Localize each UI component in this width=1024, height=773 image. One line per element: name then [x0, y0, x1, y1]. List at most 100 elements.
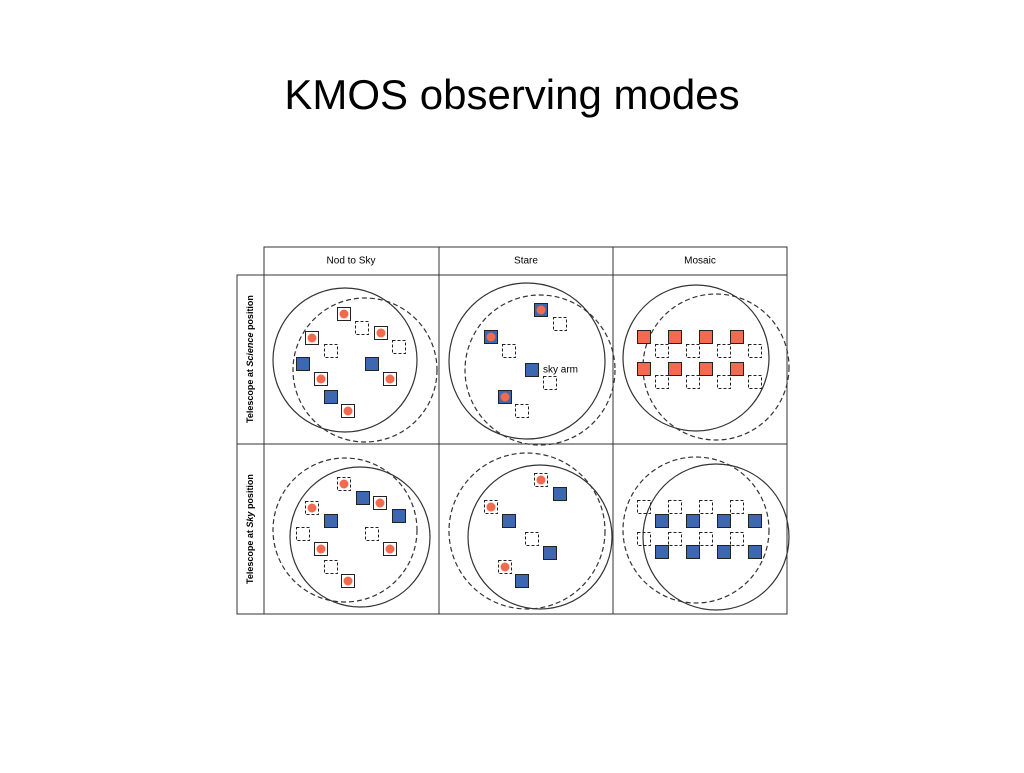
empty-position: [730, 532, 744, 546]
empty-position: [324, 560, 338, 574]
empty-position: [543, 376, 557, 390]
empty-position: [637, 532, 651, 546]
sky-ifu: [515, 574, 529, 588]
row-label: Telescope at Sky position: [245, 474, 255, 584]
target: [536, 475, 546, 485]
science-ifu: [383, 372, 397, 386]
sky-ifu: [543, 546, 557, 560]
field: [289, 466, 431, 608]
science-ifu: [668, 330, 682, 344]
row-label-part: position: [245, 474, 255, 512]
sky-ifu: [356, 491, 370, 505]
sky-ifu: [525, 363, 539, 377]
empty-position: [748, 375, 762, 389]
sky-ifu: [296, 357, 310, 371]
empty-position: [515, 404, 529, 418]
sky-ifu: [324, 390, 338, 404]
empty-position: [637, 500, 651, 514]
target: [500, 562, 510, 572]
sky-ifu: [717, 545, 731, 559]
row-label-part: position: [245, 295, 255, 333]
empty-position: [686, 375, 700, 389]
science-ifu: [305, 331, 319, 345]
sky-ifu: [553, 487, 567, 501]
empty-position: [748, 344, 762, 358]
empty-position: [668, 500, 682, 514]
annotation: sky arm: [543, 365, 578, 376]
dashed-field: [622, 456, 770, 604]
field: [622, 284, 770, 432]
science-ifu: [699, 362, 713, 376]
field: [448, 282, 606, 440]
empty-position: [324, 344, 338, 358]
diagram-shapes: [272, 282, 790, 611]
row-label-part: Science: [245, 333, 255, 367]
sky-ifu: [365, 357, 379, 371]
target: [385, 374, 395, 384]
dashed-field: [272, 457, 418, 603]
target: [486, 502, 496, 512]
dashed-field: [448, 452, 606, 610]
empty-position: [296, 527, 310, 541]
target: [307, 333, 317, 343]
science-ifu: [383, 542, 397, 556]
empty-position: [699, 532, 713, 546]
science-ifu: [730, 362, 744, 376]
science-ifu: [637, 362, 651, 376]
science-ifu: [341, 574, 355, 588]
science-ifu: [374, 326, 388, 340]
dashed-field: [642, 293, 790, 441]
slide-title: KMOS observing modes: [284, 71, 739, 118]
column-header: Mosaic: [684, 256, 716, 267]
target: [339, 479, 349, 489]
empty-position: [502, 344, 516, 358]
sky-ifu: [748, 514, 762, 528]
science-ifu: [373, 496, 387, 510]
science-ifu: [314, 542, 328, 556]
column-header: Nod to Sky: [327, 256, 376, 267]
dashed-field: [292, 297, 438, 443]
empty-position: [484, 500, 498, 514]
target: [536, 305, 546, 315]
field: [272, 287, 418, 433]
science-ifu: [637, 330, 651, 344]
row-label-part: Telescope at: [245, 528, 255, 584]
sky-ifu: [324, 514, 338, 528]
empty-position: [717, 375, 731, 389]
empty-position: [498, 560, 512, 574]
modes-table: [236, 246, 788, 615]
column-header: Stare: [514, 256, 538, 267]
target: [486, 332, 496, 342]
field: [642, 463, 790, 611]
target: [343, 406, 353, 416]
sky-ifu: [392, 509, 406, 523]
science-ifu: [314, 372, 328, 386]
target: [307, 503, 317, 513]
science-ifu: [699, 330, 713, 344]
target: [316, 374, 326, 384]
empty-position: [655, 344, 669, 358]
sky-ifu: [655, 545, 669, 559]
sky-ifu: [655, 514, 669, 528]
empty-position: [553, 317, 567, 331]
target: [316, 544, 326, 554]
empty-position: [305, 501, 319, 515]
sky-ifu: [686, 514, 700, 528]
sky-ifu: [717, 514, 731, 528]
target: [375, 498, 385, 508]
field: [467, 464, 613, 610]
empty-position: [668, 532, 682, 546]
science-ifu: [668, 362, 682, 376]
target: [343, 576, 353, 586]
empty-position: [655, 375, 669, 389]
dashed-field: [464, 294, 616, 446]
science-ifu: [337, 307, 351, 321]
empty-position: [534, 473, 548, 487]
sky-ifu: [502, 514, 516, 528]
row-label-part: Sky: [245, 511, 255, 528]
empty-position: [730, 500, 744, 514]
empty-position: [365, 527, 379, 541]
empty-position: [337, 477, 351, 491]
